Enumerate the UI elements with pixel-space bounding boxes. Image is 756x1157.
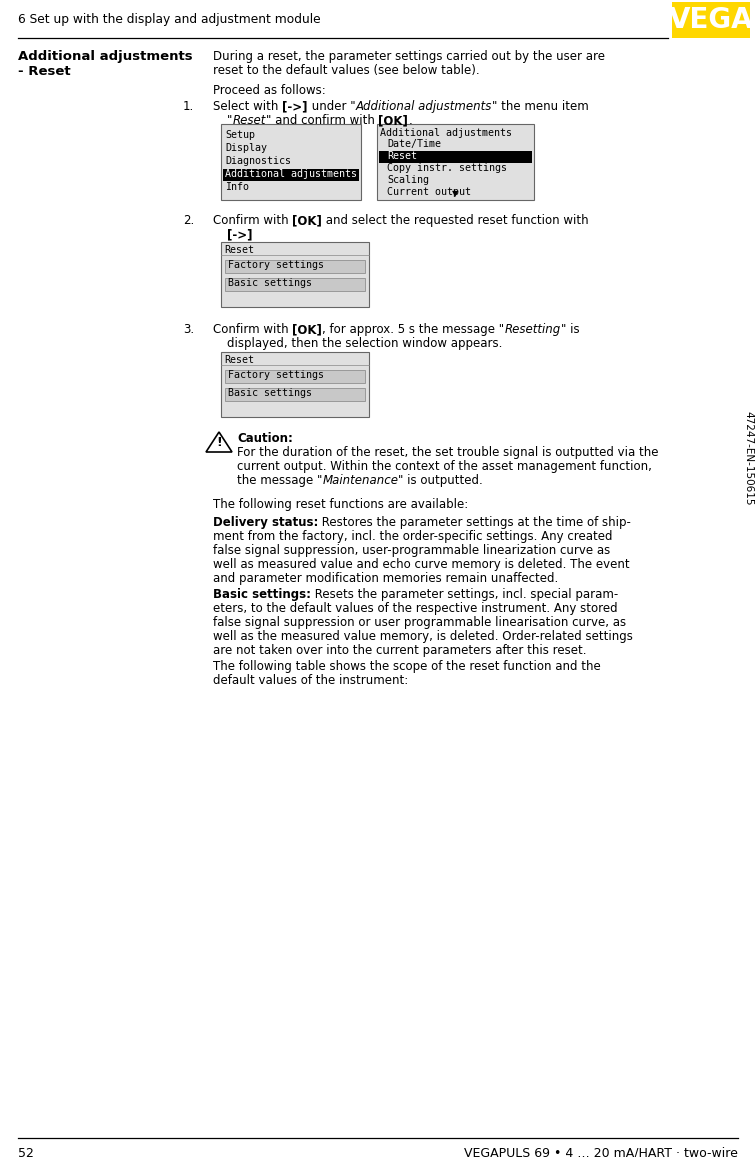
FancyBboxPatch shape xyxy=(221,242,369,307)
Text: and select the requested reset function with: and select the requested reset function … xyxy=(322,214,589,227)
Text: Caution:: Caution: xyxy=(237,432,293,445)
Text: [->]: [->] xyxy=(282,100,308,113)
Text: Basic settings: Basic settings xyxy=(228,278,312,288)
Text: !: ! xyxy=(216,436,222,450)
Text: " is: " is xyxy=(561,323,579,336)
Text: Maintenance: Maintenance xyxy=(322,474,398,487)
Text: Reset: Reset xyxy=(224,245,254,255)
Text: For the duration of the reset, the set trouble signal is outputted via the: For the duration of the reset, the set t… xyxy=(237,445,658,459)
Text: Setup: Setup xyxy=(225,130,255,140)
Text: VEGAPULS 69 • 4 … 20 mA/HART · two-wire: VEGAPULS 69 • 4 … 20 mA/HART · two-wire xyxy=(464,1147,738,1157)
Text: current output. Within the context of the asset management function,: current output. Within the context of th… xyxy=(237,460,652,473)
Text: Basic settings: Basic settings xyxy=(228,388,312,398)
FancyBboxPatch shape xyxy=(221,352,369,417)
Text: Reset: Reset xyxy=(224,355,254,364)
Text: Display: Display xyxy=(225,143,267,153)
Text: Resetting: Resetting xyxy=(504,323,561,336)
Text: eters, to the default values of the respective instrument. Any stored: eters, to the default values of the resp… xyxy=(213,602,618,616)
Text: Current output: Current output xyxy=(387,187,471,197)
Text: 3.: 3. xyxy=(183,323,194,336)
Text: Restores the parameter settings at the time of ship-: Restores the parameter settings at the t… xyxy=(318,516,631,529)
Text: well as measured value and echo curve memory is deleted. The event: well as measured value and echo curve me… xyxy=(213,558,630,572)
Text: " is outputted.: " is outputted. xyxy=(398,474,483,487)
Text: 52: 52 xyxy=(18,1147,34,1157)
Text: false signal suppression, user-programmable linearization curve as: false signal suppression, user-programma… xyxy=(213,544,610,557)
Text: Factory settings: Factory settings xyxy=(228,370,324,379)
Text: 6 Set up with the display and adjustment module: 6 Set up with the display and adjustment… xyxy=(18,14,321,27)
Text: Resets the parameter settings, incl. special param-: Resets the parameter settings, incl. spe… xyxy=(311,588,618,600)
FancyBboxPatch shape xyxy=(221,124,361,200)
Text: Confirm with: Confirm with xyxy=(213,323,293,336)
Text: Proceed as follows:: Proceed as follows: xyxy=(213,84,326,97)
Text: The following reset functions are available:: The following reset functions are availa… xyxy=(213,498,468,511)
Text: are not taken over into the current parameters after this reset.: are not taken over into the current para… xyxy=(213,644,587,657)
Text: ": " xyxy=(227,115,232,127)
Text: Info: Info xyxy=(225,182,249,192)
FancyBboxPatch shape xyxy=(225,278,365,292)
Text: Additional adjustments: Additional adjustments xyxy=(355,100,491,113)
Text: .: . xyxy=(408,115,412,127)
Text: ment from the factory, incl. the order-specific settings. Any created: ment from the factory, incl. the order-s… xyxy=(213,530,612,543)
Text: Date/Time: Date/Time xyxy=(387,139,441,149)
FancyBboxPatch shape xyxy=(223,169,359,180)
Text: Basic settings:: Basic settings: xyxy=(213,588,311,600)
Text: Additional adjustments: Additional adjustments xyxy=(380,128,512,138)
Text: displayed, then the selection window appears.: displayed, then the selection window app… xyxy=(227,337,503,351)
FancyBboxPatch shape xyxy=(225,388,365,401)
Text: well as the measured value memory, is deleted. Order-related settings: well as the measured value memory, is de… xyxy=(213,631,633,643)
Text: Additional adjustments: Additional adjustments xyxy=(18,50,193,62)
Text: false signal suppression or user programmable linearisation curve, as: false signal suppression or user program… xyxy=(213,616,626,629)
Text: 47247-EN-150615: 47247-EN-150615 xyxy=(743,411,753,506)
Text: reset to the default values (see below table).: reset to the default values (see below t… xyxy=(213,64,479,78)
Text: , for approx. 5 s the message ": , for approx. 5 s the message " xyxy=(322,323,504,336)
Text: 1.: 1. xyxy=(183,100,194,113)
Text: the message ": the message " xyxy=(237,474,322,487)
Text: Scaling: Scaling xyxy=(387,175,429,185)
Text: Reset: Reset xyxy=(232,115,266,127)
Text: The following table shows the scope of the reset function and the: The following table shows the scope of t… xyxy=(213,659,601,673)
FancyBboxPatch shape xyxy=(379,152,532,163)
Text: default values of the instrument:: default values of the instrument: xyxy=(213,675,408,687)
FancyBboxPatch shape xyxy=(225,370,365,383)
FancyBboxPatch shape xyxy=(377,124,534,200)
Text: ▼: ▼ xyxy=(452,189,458,198)
Text: " the menu item: " the menu item xyxy=(491,100,588,113)
Text: Factory settings: Factory settings xyxy=(228,260,324,270)
Text: [OK]: [OK] xyxy=(378,115,408,127)
Text: [OK]: [OK] xyxy=(293,214,322,227)
Text: " and confirm with: " and confirm with xyxy=(266,115,378,127)
Text: During a reset, the parameter settings carried out by the user are: During a reset, the parameter settings c… xyxy=(213,50,605,62)
Text: Copy instr. settings: Copy instr. settings xyxy=(387,163,507,174)
Text: under ": under " xyxy=(308,100,355,113)
Text: Delivery status:: Delivery status: xyxy=(213,516,318,529)
Text: 2.: 2. xyxy=(183,214,194,227)
Text: Select with: Select with xyxy=(213,100,282,113)
FancyBboxPatch shape xyxy=(672,2,750,38)
Text: Reset: Reset xyxy=(387,152,417,161)
Text: Confirm with: Confirm with xyxy=(213,214,293,227)
Text: VEGA: VEGA xyxy=(669,6,753,34)
FancyBboxPatch shape xyxy=(225,260,365,273)
Text: - Reset: - Reset xyxy=(18,65,70,78)
Text: and parameter modification memories remain unaffected.: and parameter modification memories rema… xyxy=(213,572,558,585)
Text: Additional adjustments: Additional adjustments xyxy=(225,169,357,179)
Text: [OK]: [OK] xyxy=(293,323,322,336)
Text: Diagnostics: Diagnostics xyxy=(225,156,291,165)
Text: [->]: [->] xyxy=(227,228,253,241)
